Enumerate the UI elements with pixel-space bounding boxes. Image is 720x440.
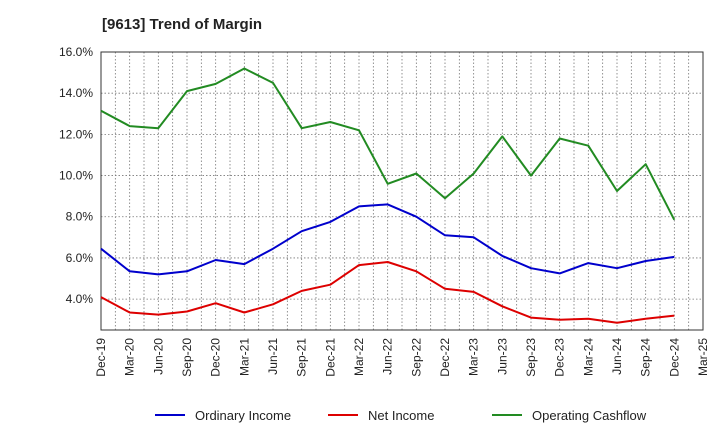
x-tick-label: Mar-25	[696, 338, 710, 376]
series-line-operating-cashflow	[100, 67, 676, 221]
legend-label: Ordinary Income	[195, 408, 291, 423]
x-tick-label: Mar-22	[352, 338, 366, 376]
legend-label: Net Income	[368, 408, 434, 423]
y-tick-label: 6.0%	[66, 251, 94, 265]
x-tick-label: Sep-21	[295, 338, 309, 377]
series-line-net-income	[100, 261, 675, 324]
x-axis: Dec-19 Mar-20 Jun-20 Sep-20 Dec-20 Mar-21 Jun-…	[94, 338, 710, 377]
x-tick-label: Sep-23	[524, 338, 538, 377]
legend-label: Operating Cashflow	[532, 408, 647, 423]
chart-title: [9613] Trend of Margin	[102, 16, 263, 33]
x-tick-label: Dec-21	[323, 338, 337, 377]
x-tick-label: Dec-22	[438, 338, 452, 377]
series-lines	[100, 67, 676, 324]
x-tick-label: Jun-24	[610, 338, 624, 375]
y-tick-label: 14.0%	[59, 86, 93, 100]
x-tick-label: Dec-24	[667, 338, 681, 377]
x-tick-label: Mar-23	[467, 338, 481, 376]
x-tick-label: Sep-24	[639, 338, 653, 377]
x-tick-label: Jun-21	[266, 338, 280, 375]
legend-item: Operating Cashflow	[492, 408, 647, 423]
y-tick-label: 4.0%	[66, 292, 94, 306]
legend-item: Ordinary Income	[155, 408, 291, 423]
legend: Ordinary Income Net Income Operating Cashf…	[155, 408, 647, 423]
x-tick-label: Mar-24	[581, 338, 595, 376]
y-tick-label: 16.0%	[59, 45, 93, 59]
x-tick-label: Sep-22	[409, 338, 423, 377]
legend-item: Net Income	[328, 408, 434, 423]
x-tick-label: Jun-23	[495, 338, 509, 375]
y-tick-label: 12.0%	[59, 127, 93, 141]
x-tick-label: Dec-19	[94, 338, 108, 377]
x-tick-label: Sep-20	[180, 338, 194, 377]
y-tick-label: 10.0%	[59, 169, 93, 183]
y-axis: 4.0% 6.0% 8.0% 10.0% 12.0% 14.0% 16.0%	[59, 45, 93, 306]
x-tick-label: Dec-23	[553, 338, 567, 377]
x-tick-label: Dec-20	[209, 338, 223, 377]
x-tick-label: Jun-22	[381, 338, 395, 375]
plot-area	[100, 51, 704, 331]
series-line-ordinary-income	[100, 203, 675, 276]
x-tick-label: Jun-20	[151, 338, 165, 375]
grid	[101, 51, 703, 330]
x-tick-label: Mar-21	[237, 338, 251, 376]
y-tick-label: 8.0%	[66, 210, 94, 224]
x-tick-label: Mar-20	[123, 338, 137, 376]
